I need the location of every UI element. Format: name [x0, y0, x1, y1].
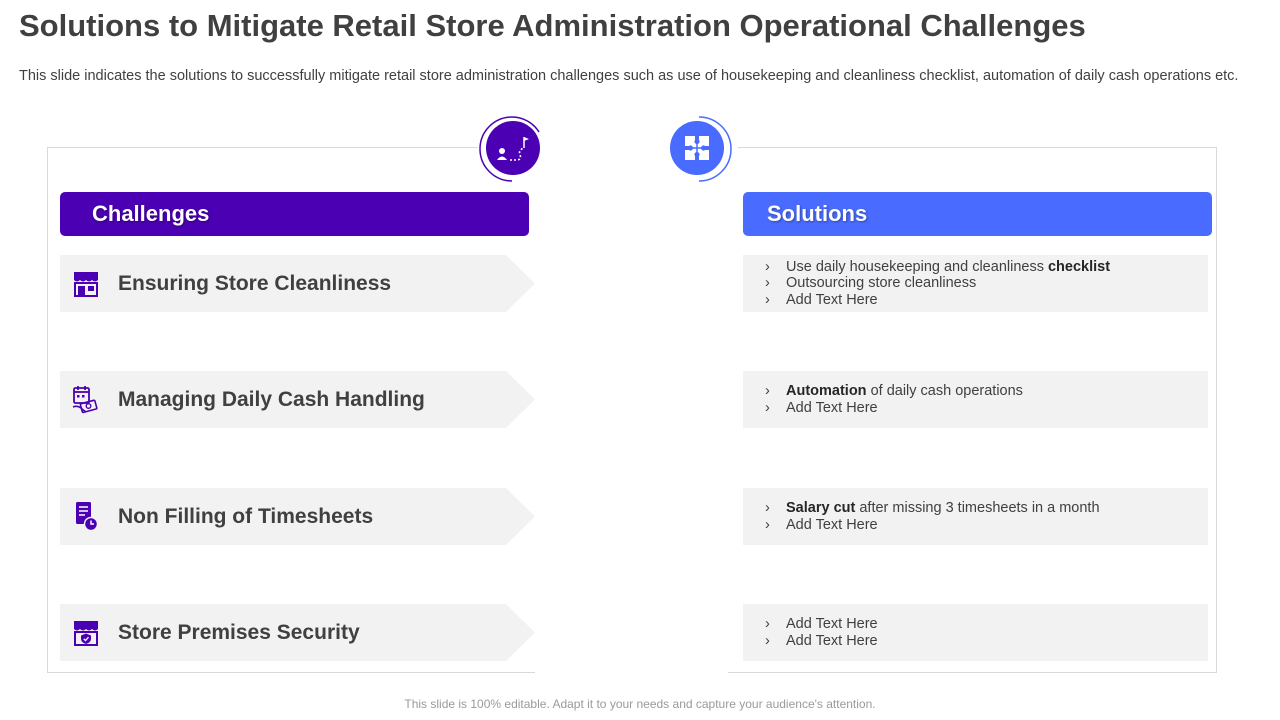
- strategy-path-icon: [486, 121, 540, 175]
- solution-box-cleanliness: › Use daily housekeeping and cleanliness …: [743, 255, 1208, 312]
- solution-box-cash: › Automation of daily cash operations › Ad…: [743, 371, 1208, 428]
- challenge-label: Store Premises Security: [118, 621, 360, 644]
- store-security-icon: [74, 621, 98, 646]
- puzzle-icon: [670, 121, 724, 175]
- challenges-header: Challenges: [60, 192, 529, 236]
- solutions-frame: [728, 147, 1217, 673]
- solution-item: › Add Text Here: [765, 616, 878, 632]
- challenges-frame: [47, 147, 535, 673]
- challenge-label: Managing Daily Cash Handling: [118, 388, 425, 411]
- challenge-row-cash: Managing Daily Cash Handling: [60, 371, 535, 428]
- slide-title: Solutions to Mitigate Retail Store Admin…: [19, 8, 1086, 43]
- slide-footer: This slide is 100% editable. Adapt it to…: [404, 697, 876, 711]
- challenge-label: Non Filling of Timesheets: [118, 505, 374, 528]
- solution-item: › Add Text Here: [765, 632, 878, 649]
- solutions-ring: [698, 116, 732, 182]
- solution-item: › Add Text Here: [765, 516, 878, 533]
- solutions-header: Solutions: [743, 192, 1212, 236]
- slide-subtitle: This slide indicates the solutions to su…: [19, 68, 1239, 84]
- solution-item: › Salary cut after missing 3 timesheets i…: [765, 500, 1100, 516]
- challenge-row-security: Store Premises Security: [60, 604, 535, 661]
- solution-item: › Automation of daily cash operations: [765, 383, 1023, 399]
- solution-item: › Add Text Here: [765, 399, 878, 416]
- solution-box-timesheets: › Salary cut after missing 3 timesheets i…: [743, 488, 1208, 545]
- challenge-row-timesheets: Non Filling of Timesheets: [60, 488, 535, 545]
- timesheet-clock-icon: [76, 502, 99, 532]
- solution-box-security: › Add Text Here › Add Text Here: [743, 604, 1208, 661]
- challenge-label: Ensuring Store Cleanliness: [118, 272, 392, 295]
- solution-item: › Outsourcing store cleanliness: [765, 275, 977, 292]
- storefront-icon: [74, 272, 98, 297]
- challenge-row-cleanliness: Ensuring Store Cleanliness: [60, 255, 535, 312]
- solution-item: › Add Text Here: [765, 291, 878, 308]
- calendar-cash-icon: [72, 386, 98, 414]
- solution-item: › Use daily housekeeping and cleanliness …: [765, 258, 1111, 275]
- challenges-ring: [479, 116, 540, 182]
- solutions-circle: [664, 114, 734, 184]
- challenges-circle: [477, 114, 547, 184]
